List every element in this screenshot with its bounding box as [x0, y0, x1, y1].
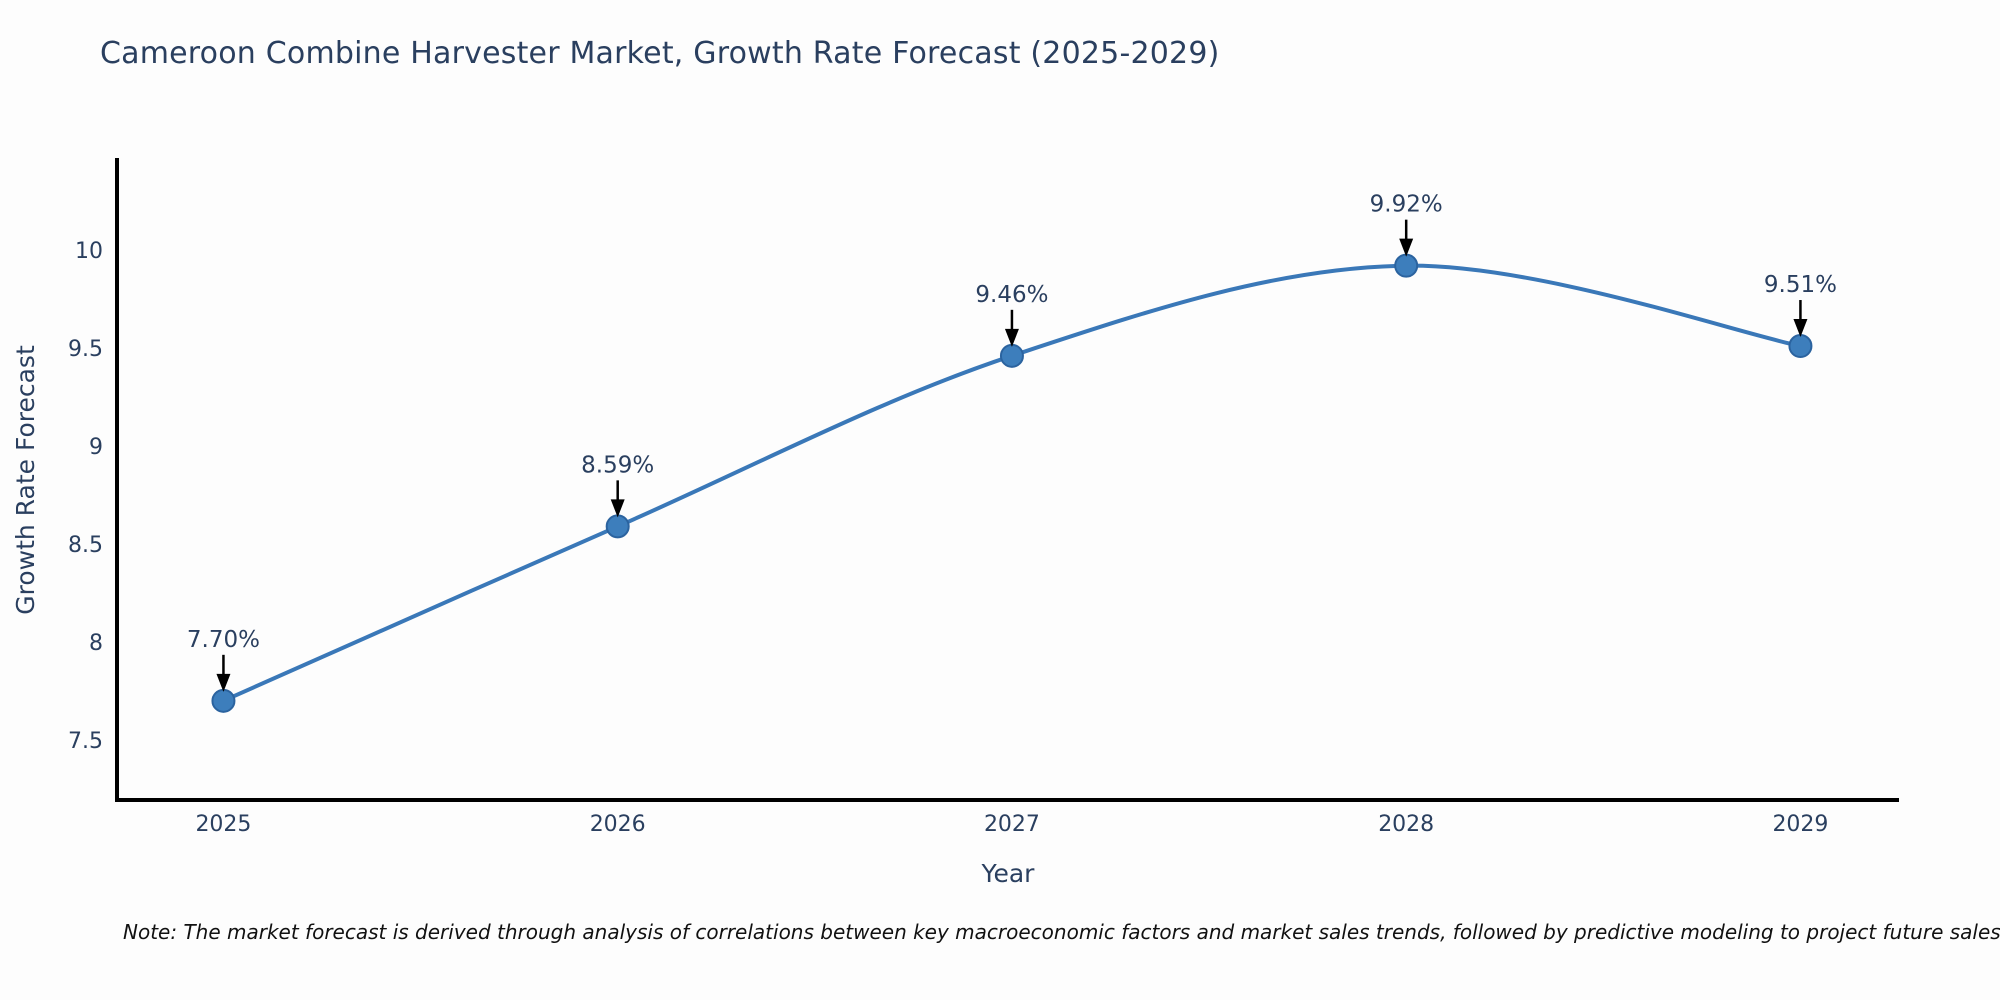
x-tick-label: 2025 — [195, 812, 251, 837]
data-point-marker[interactable] — [1788, 334, 1813, 359]
point-value-label: 9.92% — [1370, 192, 1443, 218]
y-axis-tick-labels: 7.5 8 8.5 9 9.5 10 — [68, 239, 103, 754]
point-value-label: 7.70% — [187, 627, 260, 653]
y-axis-title: Growth Rate Forecast — [11, 345, 40, 615]
annotation-arrowhead-icon — [1004, 328, 1019, 347]
point-value-label: 8.59% — [581, 452, 654, 478]
annotation-arrowhead-icon — [216, 673, 231, 692]
y-tick-label: 9 — [89, 435, 103, 460]
x-axis-tick-labels: 2025 2026 2027 2028 2029 — [195, 812, 1828, 837]
point-value-label: 9.51% — [1764, 272, 1837, 298]
x-tick-label: 2027 — [984, 812, 1040, 837]
axes — [115, 158, 1899, 802]
x-tick-label: 2028 — [1378, 812, 1434, 837]
point-annotations: 7.70% 8.59% 9.46% 9.92% 9.51% — [187, 192, 1837, 692]
point-value-label: 9.46% — [975, 282, 1048, 308]
y-tick-label: 7.5 — [68, 729, 103, 754]
y-tick-label: 9.5 — [68, 337, 103, 362]
data-point-marker[interactable] — [605, 514, 630, 539]
chart-title: Cameroon Combine Harvester Market, Growt… — [100, 36, 1220, 71]
axis-titles: Growth Rate Forecast Year — [11, 345, 1035, 888]
y-tick-label: 8.5 — [68, 533, 103, 558]
x-tick-label: 2026 — [590, 812, 646, 837]
annotation-arrowhead-icon — [1399, 238, 1414, 257]
y-tick-label: 10 — [75, 239, 103, 264]
footnote: Note: The market forecast is derived thr… — [123, 920, 2000, 944]
annotation-arrowhead-icon — [1793, 319, 1808, 338]
data-point-marker[interactable] — [211, 688, 236, 713]
data-point-marker[interactable] — [1394, 253, 1419, 278]
annotation-arrowhead-icon — [610, 499, 625, 518]
y-tick-label: 8 — [89, 631, 103, 656]
x-axis-title: Year — [981, 859, 1036, 888]
x-tick-label: 2029 — [1772, 812, 1828, 837]
data-point-marker[interactable] — [999, 343, 1024, 368]
